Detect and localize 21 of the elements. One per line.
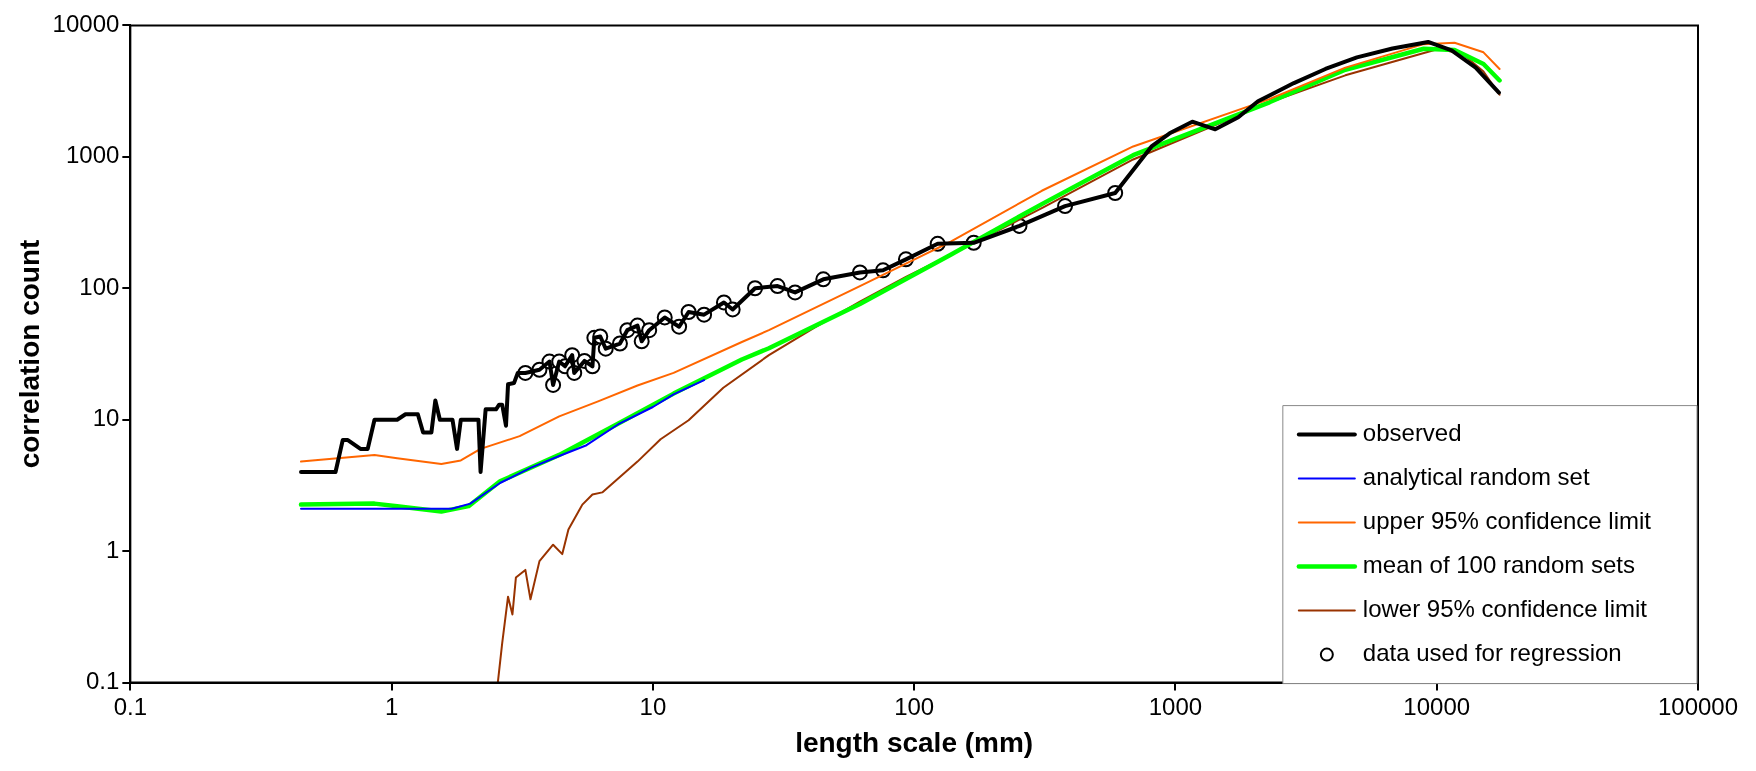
legend-label: data used for regression xyxy=(1362,639,1622,667)
x-axis-title: length scale (mm) xyxy=(795,726,1034,758)
x-tick-label: 0.1 xyxy=(113,692,148,720)
x-tick-label: 100000 xyxy=(1657,692,1739,720)
y-axis-title: correlation count xyxy=(13,239,45,469)
legend-label: analytical random set xyxy=(1362,463,1590,491)
y-tick-label: 100 xyxy=(79,272,120,300)
y-tick-label: 10 xyxy=(92,404,120,432)
x-tick-label: 10000 xyxy=(1403,692,1471,720)
y-tick-label: 0.1 xyxy=(85,667,120,695)
y-tick-label: 1000 xyxy=(65,141,120,169)
legend-label: mean of 100 random sets xyxy=(1362,551,1635,579)
y-tick-label: 1 xyxy=(105,535,120,563)
legend-label: lower 95% confidence limit xyxy=(1362,595,1648,623)
x-tick-label: 100 xyxy=(894,692,935,720)
y-tick-label: 10000 xyxy=(52,10,120,38)
x-tick-label: 1000 xyxy=(1148,692,1203,720)
legend-label: observed xyxy=(1362,419,1462,447)
x-tick-label: 10 xyxy=(639,692,667,720)
legend-label: upper 95% confidence limit xyxy=(1362,507,1652,535)
x-tick-label: 1 xyxy=(384,692,399,720)
